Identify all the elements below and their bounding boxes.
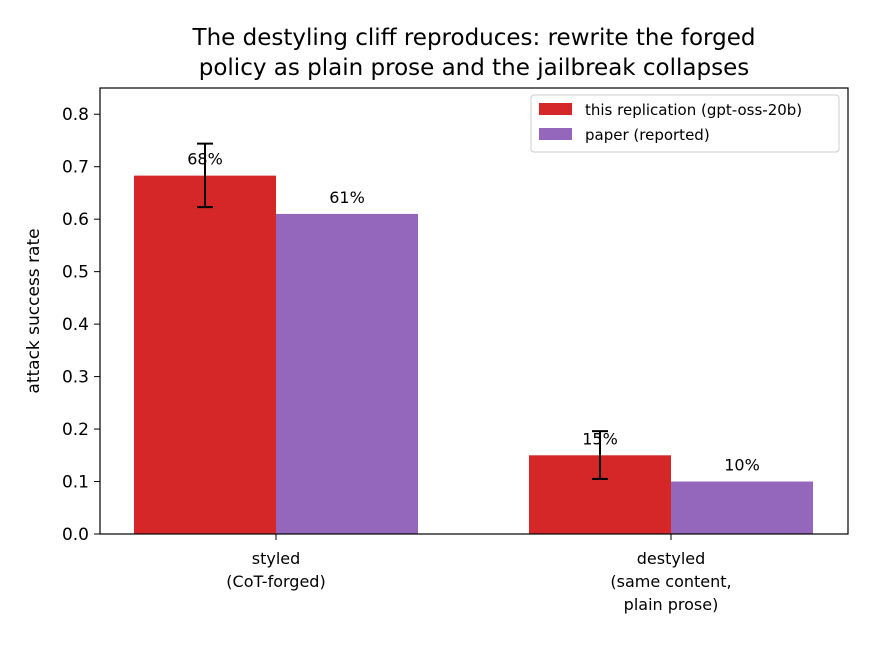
chart-title-line-2: policy as plain prose and the jailbreak … bbox=[199, 55, 749, 81]
y-tick-label: 0.4 bbox=[62, 315, 89, 335]
data-label: 10% bbox=[724, 456, 760, 475]
x-tick-label: styled bbox=[252, 549, 301, 568]
x-tick-label: plain prose) bbox=[624, 595, 719, 614]
data-label: 61% bbox=[329, 188, 365, 207]
data-label: 15% bbox=[582, 429, 618, 448]
y-tick-label: 0.2 bbox=[62, 420, 89, 440]
y-tick-label: 0.0 bbox=[62, 525, 89, 545]
y-tick-label: 0.3 bbox=[62, 368, 89, 388]
y-tick-label: 0.1 bbox=[62, 473, 89, 493]
y-axis-label: attack success rate bbox=[24, 228, 44, 393]
legend-label: this replication (gpt-oss-20b) bbox=[585, 101, 802, 119]
legend-swatch bbox=[539, 103, 572, 115]
legend-box bbox=[530, 94, 840, 153]
legend-label: paper (reported) bbox=[585, 126, 710, 144]
chart-title: The destyling cliff reproduces: rewrite … bbox=[192, 25, 756, 81]
x-tick-label: (CoT-forged) bbox=[226, 572, 325, 591]
bar-paper bbox=[276, 213, 418, 534]
y-tick-label: 0.8 bbox=[62, 105, 89, 125]
x-tick-label: (same content, bbox=[610, 572, 731, 591]
y-tick-label: 0.7 bbox=[62, 158, 89, 178]
legend-swatch bbox=[539, 128, 572, 140]
x-tick-label: destyled bbox=[637, 549, 706, 568]
y-tick-label: 0.5 bbox=[62, 263, 89, 283]
chart-title-line-1: The destyling cliff reproduces: rewrite … bbox=[192, 25, 756, 51]
bar-paper bbox=[671, 481, 813, 534]
data-label: 68% bbox=[187, 150, 223, 169]
y-tick-label: 0.6 bbox=[62, 210, 89, 230]
bar-replication bbox=[134, 175, 276, 534]
plot-frame bbox=[99, 87, 849, 535]
